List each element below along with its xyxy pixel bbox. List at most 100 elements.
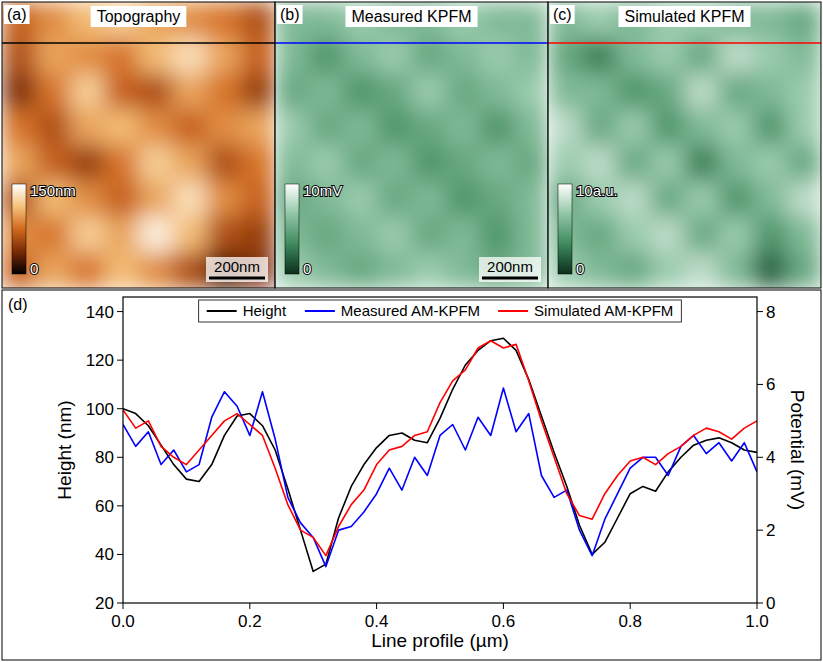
heatmap-cell: [343, 74, 378, 110]
y-tick-label: 40: [95, 545, 114, 564]
heatmap-cell: [582, 217, 617, 253]
heatmap-cell: [36, 74, 71, 110]
heatmap-cell: [36, 2, 71, 38]
y-tick: [117, 408, 123, 409]
heatmap-cell: [139, 217, 174, 253]
heatmap-cell: [377, 181, 412, 217]
heatmap-cell: [719, 145, 754, 181]
heatmap-cell: [412, 145, 447, 181]
heatmap-cell: [241, 217, 275, 253]
x-tick-label: 0.2: [238, 612, 262, 631]
y2-tick-label: 2: [766, 521, 775, 540]
heatmap-panel: [275, 2, 548, 288]
heatmap-cell: [2, 145, 37, 181]
heatmap-cell: [36, 109, 71, 145]
y-tick-label: 60: [95, 497, 114, 516]
colorbar: [285, 184, 299, 274]
heatmap-cell: [70, 252, 105, 288]
panel-title: Topography: [97, 8, 181, 25]
heatmap-cell: [446, 252, 481, 288]
scale-patch: [206, 257, 268, 282]
heatmap-cell: [275, 74, 310, 110]
y-tick: [117, 311, 123, 312]
x-tick-label: 0.0: [111, 612, 135, 631]
heatmap-cell: [173, 252, 208, 288]
heatmap-cell: [207, 74, 242, 110]
series-line: [123, 388, 757, 567]
heatmap-cell: [480, 2, 515, 38]
y-tick-label: 20: [95, 594, 114, 613]
heatmap-cell: [685, 252, 720, 288]
series-line: [123, 341, 757, 556]
heatmap-cell: [139, 252, 174, 288]
heatmap-cell: [787, 252, 821, 288]
heatmap-cell: [104, 181, 139, 217]
heatmap-cell: [719, 109, 754, 145]
heatmap-cell: [685, 217, 720, 253]
heatmap-cell: [616, 252, 651, 288]
panel-frame: [2, 290, 821, 660]
heatmap-cell: [36, 252, 71, 288]
heatmap-cell: [650, 145, 685, 181]
heatmap-cell: [650, 181, 685, 217]
x-tick: [376, 603, 377, 609]
colorbar: [12, 184, 26, 274]
heatmap-cell: [377, 217, 412, 253]
heatmap-cell: [412, 181, 447, 217]
heatmap-cell: [753, 145, 788, 181]
heatmap-cell: [104, 217, 139, 253]
heatmap-cell: [582, 2, 617, 38]
heatmap-cell: [514, 181, 548, 217]
heatmap-cell: [787, 109, 821, 145]
heatmap-cell: [446, 145, 481, 181]
legend-label: Simulated AM-KPFM: [534, 302, 673, 319]
heatmap-cell: [719, 74, 754, 110]
heatmap-cell: [241, 145, 275, 181]
y-tick: [117, 505, 123, 506]
colorbar-label: 0: [576, 260, 584, 277]
heatmap-cell: [446, 74, 481, 110]
colorbar-label: 150nm: [30, 182, 76, 199]
heatmap-cell: [104, 252, 139, 288]
heatmap-cell: [104, 74, 139, 110]
profile-line: [275, 42, 548, 44]
panel-frame: [548, 2, 821, 288]
title-patch: [618, 6, 750, 27]
y2-tick-label: 6: [766, 375, 775, 394]
heatmap-cell: [548, 109, 583, 145]
scale-bar: [482, 277, 538, 280]
heatmap-cell: [412, 109, 447, 145]
heatmap-cell: [514, 74, 548, 110]
panel-letter: (d): [8, 296, 28, 313]
heatmap-cell: [309, 145, 344, 181]
x-tick: [249, 603, 250, 609]
heatmap-cell: [514, 145, 548, 181]
plot-frame: [123, 297, 757, 603]
heatmap-cell: [207, 2, 242, 38]
y-axis-title: Height (nm): [54, 400, 75, 499]
y2-tick: [757, 384, 763, 385]
y-tick-label: 120: [86, 351, 114, 370]
panel-letter: (c): [553, 6, 572, 23]
heatmap-panel: [548, 2, 821, 288]
heatmap-cell: [616, 109, 651, 145]
heatmap-cell: [753, 2, 788, 38]
colorbar-label: 0: [303, 260, 311, 277]
heatmap-cell: [582, 109, 617, 145]
heatmap-cell: [753, 181, 788, 217]
heatmap-cell: [275, 2, 310, 38]
heatmap-cell: [173, 217, 208, 253]
heatmap-cell: [377, 252, 412, 288]
y-tick: [117, 360, 123, 361]
profile-line: [2, 42, 275, 44]
heatmap-cells: [2, 2, 275, 288]
heatmap-cell: [719, 252, 754, 288]
x-tick: [123, 603, 124, 609]
heatmap-cell: [616, 217, 651, 253]
heatmap-cells: [275, 2, 548, 288]
heatmap-cell: [70, 74, 105, 110]
heatmap-cell: [582, 145, 617, 181]
colorbar-label: 10mV: [303, 182, 342, 199]
letter-patch: [4, 5, 30, 24]
heatmap-cell: [241, 109, 275, 145]
